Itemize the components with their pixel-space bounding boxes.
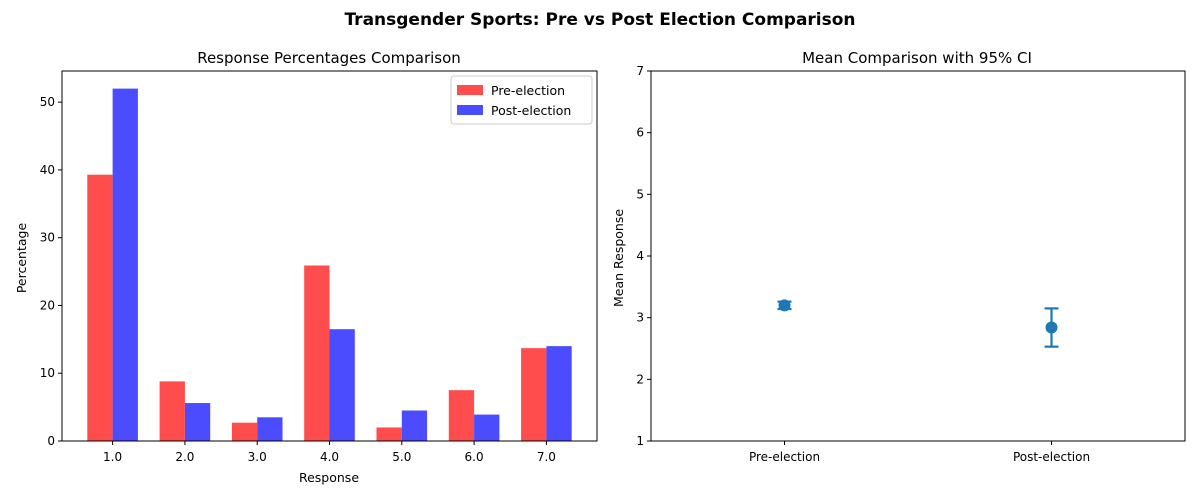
x-tick-label: 5.0 <box>392 450 411 464</box>
bar-post-4 <box>329 329 355 441</box>
x-tick-label: 2.0 <box>175 450 194 464</box>
bar-post-1 <box>112 88 138 441</box>
bar-chart-ylabel: Percentage <box>14 223 29 294</box>
x-tick-label: 6.0 <box>465 450 484 464</box>
legend-swatch-post <box>457 105 483 115</box>
y-tick-label: 30 <box>40 231 55 245</box>
y-tick-label: 5 <box>636 187 644 201</box>
bar-pre-4 <box>304 265 330 441</box>
bar-chart: Response Percentages Comparison 1.0 2.0 3.… <box>14 49 598 485</box>
y-tick-label: 4 <box>636 249 644 263</box>
x-tick-label: 1.0 <box>103 450 122 464</box>
bar-pre-2 <box>159 381 185 441</box>
x-tick-label: 3.0 <box>248 450 267 464</box>
bar-post-5 <box>401 410 428 441</box>
figure-title: Transgender Sports: Pre vs Post Election… <box>344 10 855 30</box>
y-tick-label: 40 <box>40 163 55 177</box>
bar-chart-title: Response Percentages Comparison <box>197 49 461 67</box>
y-tick-label: 50 <box>40 95 55 109</box>
bar-pre-3 <box>231 422 258 441</box>
legend-label-post: Post-election <box>491 103 571 118</box>
bar-pre-5 <box>376 427 402 441</box>
bar-pre-1 <box>87 174 113 441</box>
bar-pre-7 <box>521 348 547 441</box>
mean-point-2 <box>1045 321 1058 334</box>
legend-swatch-pre <box>457 85 483 95</box>
bar-post-6 <box>474 414 500 441</box>
mean-point-1 <box>778 299 791 312</box>
bar-post-3 <box>257 417 283 441</box>
x-tick-label: Post-election <box>1013 450 1090 464</box>
legend-label-pre: Pre-election <box>491 83 565 98</box>
x-tick-label: Pre-election <box>749 450 820 464</box>
y-tick-label: 7 <box>636 64 644 78</box>
bar-post-7 <box>546 346 572 441</box>
y-tick-label: 20 <box>40 298 55 312</box>
mean-ci-chart-ylabel: Mean Response <box>611 209 626 307</box>
bar-pre-6 <box>448 390 475 441</box>
mean-ci-chart: Mean Comparison with 95% CI Pre-election… <box>611 49 1186 464</box>
y-tick-label: 3 <box>636 311 644 325</box>
mean-ci-chart-title: Mean Comparison with 95% CI <box>802 49 1032 67</box>
x-tick-label: 4.0 <box>320 450 339 464</box>
mean-ci-plot-area: Pre-election Post-election 1 2 3 4 5 6 7 <box>636 64 1186 464</box>
mean-ci-plot-frame <box>650 70 1186 442</box>
bar-chart-legend: Pre-election Post-election <box>450 75 593 125</box>
y-tick-label: 1 <box>636 434 644 448</box>
bar-post-2 <box>184 403 211 441</box>
y-tick-label: 0 <box>47 434 55 448</box>
bar-plot-area: 1.0 2.0 3.0 4.0 5.0 6.0 7.0 0 10 20 30 40 50 <box>40 70 598 464</box>
y-tick-label: 10 <box>40 366 55 380</box>
x-tick-label: 7.0 <box>537 450 556 464</box>
bar-chart-xlabel: Response <box>299 470 359 485</box>
legend-box <box>450 75 593 125</box>
y-tick-label: 2 <box>636 372 644 386</box>
y-tick-label: 6 <box>636 126 644 140</box>
